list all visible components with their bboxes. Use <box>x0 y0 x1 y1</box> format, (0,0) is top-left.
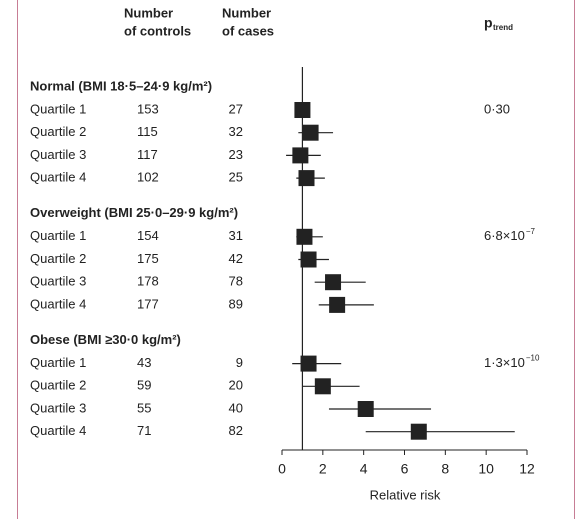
p-trend-exp: −7 <box>526 227 536 236</box>
estimate <box>357 401 374 417</box>
cases: 89 <box>229 296 243 311</box>
cases: 40 <box>229 400 243 415</box>
p-trend: 0·30 <box>484 101 510 116</box>
group-label: Overweight (BMI 25·0–29·9 kg/m²) <box>30 205 238 220</box>
controls: 175 <box>137 251 159 266</box>
row-label: Quartile 4 <box>30 170 86 185</box>
x-tick-label: 12 <box>519 461 535 477</box>
header-p-sub: trend <box>493 23 513 32</box>
cases: 9 <box>236 355 243 370</box>
x-tick-label: 4 <box>360 461 368 477</box>
cases: 23 <box>229 147 243 162</box>
estimate <box>296 228 313 245</box>
cases: 82 <box>229 423 243 438</box>
controls: 177 <box>137 296 159 311</box>
row-label: Quartile 4 <box>30 423 86 438</box>
p-trend-exp: −10 <box>526 354 540 363</box>
p-trend: 1·3×10 <box>484 355 525 370</box>
row-label: Quartile 3 <box>30 147 86 162</box>
controls: 59 <box>137 378 151 393</box>
controls: 178 <box>137 274 159 289</box>
header-cases-1: Number <box>222 5 271 20</box>
row-label: Quartile 1 <box>30 355 86 370</box>
cases: 27 <box>229 101 243 116</box>
header-controls-1: Number <box>124 5 173 20</box>
x-tick-label: 0 <box>278 461 286 477</box>
cases: 42 <box>229 251 243 266</box>
header-p: p <box>484 15 493 31</box>
header-cases-2: of cases <box>222 23 274 38</box>
group-label: Obese (BMI ≥30·0 kg/m²) <box>30 332 181 347</box>
controls: 55 <box>137 400 151 415</box>
row-label: Quartile 3 <box>30 400 86 415</box>
estimate <box>294 102 311 118</box>
controls: 153 <box>137 101 159 116</box>
controls: 117 <box>137 147 158 162</box>
estimate <box>314 378 331 395</box>
group-label: Normal (BMI 18·5–24·9 kg/m²) <box>30 78 212 93</box>
x-axis-label: Relative risk <box>370 487 441 502</box>
estimate <box>298 170 315 187</box>
controls: 154 <box>137 228 159 243</box>
cases: 32 <box>229 124 243 139</box>
row-label: Quartile 2 <box>30 251 86 266</box>
row-label: Quartile 1 <box>30 101 86 116</box>
estimate <box>300 355 317 372</box>
controls: 71 <box>137 423 151 438</box>
controls: 43 <box>137 355 151 370</box>
estimate <box>325 274 342 291</box>
header-controls-2: of controls <box>124 23 191 38</box>
p-trend: 6·8×10 <box>484 228 525 243</box>
cases: 25 <box>229 170 243 185</box>
estimate <box>302 124 319 141</box>
x-tick-label: 2 <box>319 461 327 477</box>
estimate <box>292 147 309 164</box>
estimate <box>410 423 427 440</box>
x-tick-label: 10 <box>478 461 494 477</box>
row-label: Quartile 1 <box>30 228 86 243</box>
row-label: Quartile 2 <box>30 378 86 393</box>
x-tick-label: 6 <box>401 461 409 477</box>
controls: 115 <box>137 124 158 139</box>
estimate <box>329 296 346 313</box>
x-tick-label: 8 <box>441 461 449 477</box>
cases: 78 <box>229 274 243 289</box>
row-label: Quartile 2 <box>30 124 86 139</box>
cases: 20 <box>229 378 243 393</box>
controls: 102 <box>137 170 159 185</box>
row-label: Quartile 3 <box>30 274 86 289</box>
frame <box>17 0 575 519</box>
estimate <box>300 251 317 268</box>
row-label: Quartile 4 <box>30 296 86 311</box>
cases: 31 <box>229 228 243 243</box>
